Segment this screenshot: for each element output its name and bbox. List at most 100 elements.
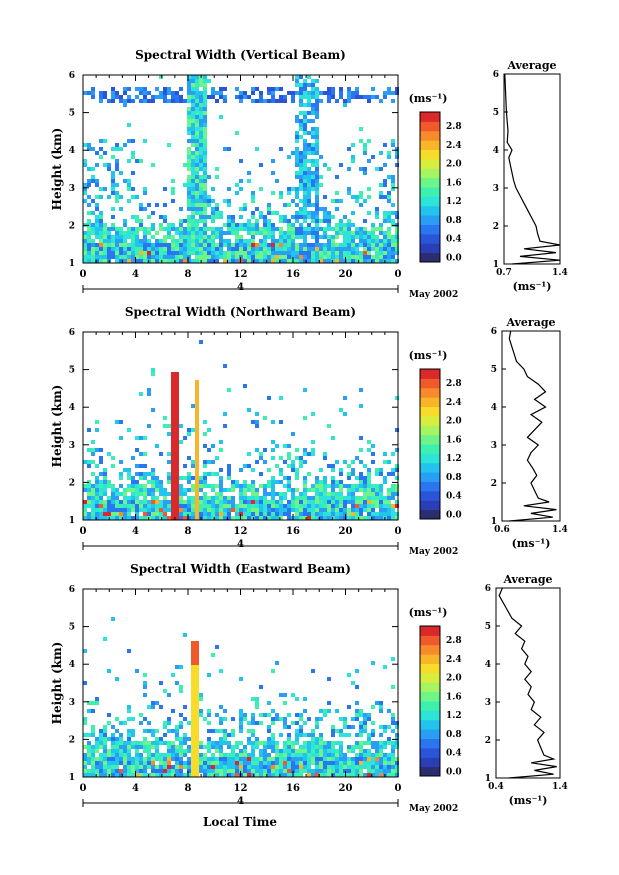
colorbar-swatch — [420, 196, 440, 207]
colorbar-swatch — [420, 644, 440, 655]
y-tick-label: 4 — [69, 660, 75, 670]
month-label: May 2002 — [409, 547, 458, 557]
average-unit: (ms⁻¹) — [509, 794, 548, 807]
colorbar-swatch — [420, 500, 440, 511]
colorbar-swatch — [420, 444, 440, 454]
colorbar-swatch — [420, 224, 440, 235]
y-tick-label: 1 — [69, 516, 75, 526]
colorbar-frame — [419, 111, 441, 263]
average-y-tick-label: 6 — [485, 584, 491, 594]
colorbar-swatch — [420, 472, 440, 482]
colorbar-swatch — [420, 738, 440, 749]
average-y-tick-label: 3 — [491, 441, 497, 451]
average-profile: Average 1 2 3 4 5 6 0.4 1.4 (ms⁻¹) — [485, 573, 568, 807]
day-label: 4 — [237, 796, 244, 807]
colorbar-swatch — [420, 747, 440, 758]
heatmap — [83, 617, 399, 777]
y-tick-label: 3 — [69, 441, 75, 451]
average-frame — [501, 330, 561, 522]
colorbar-swatch — [420, 387, 440, 398]
colorbar-swatch — [420, 378, 440, 389]
average-title: Average — [506, 59, 556, 72]
average-line — [498, 587, 557, 779]
colorbar-swatch — [420, 205, 440, 216]
colorbar-tick-label: 2.8 — [446, 122, 462, 132]
colorbar-tick-label: 2.4 — [446, 398, 462, 408]
colorbar-tick-label: 2.8 — [446, 636, 462, 646]
day-label: 4 — [237, 539, 244, 550]
colorbar-swatch — [420, 710, 440, 721]
y-tick-label: 5 — [69, 109, 75, 119]
average-y-tick-label: 1 — [491, 517, 497, 527]
average-x-tick-label: 0.6 — [494, 525, 510, 535]
colorbar-swatch — [420, 121, 440, 132]
colorbar-swatch — [420, 149, 440, 160]
y-tick-label: 5 — [69, 366, 75, 376]
panel-3: Spectral Width (Eastward Beam)0 4 8 12 16 20 0… — [50, 562, 568, 814]
colorbar-tick-label: 0.4 — [446, 492, 462, 502]
y-tick-label: 2 — [69, 221, 75, 231]
colorbar-unit: (ms⁻¹) — [409, 606, 448, 619]
x-axis-label: Local Time — [203, 815, 277, 829]
average-frame — [495, 587, 561, 779]
colorbar-swatch — [420, 415, 440, 426]
average-y-tick-label: 2 — [485, 736, 491, 746]
colorbar-tick-label: 1.6 — [446, 178, 462, 188]
colorbar-swatch — [420, 635, 440, 646]
colorbar-tick-label: 0.0 — [446, 253, 462, 263]
y-tick-label: 6 — [69, 71, 75, 81]
y-tick-label: 2 — [69, 735, 75, 745]
colorbar-swatch — [420, 187, 440, 197]
y-tick-label: 4 — [69, 146, 75, 156]
colorbar-swatch — [420, 158, 440, 169]
colorbar-swatch — [420, 168, 440, 179]
colorbar-tick-label: 0.8 — [446, 216, 462, 226]
colorbar-swatch — [420, 462, 440, 473]
chart-title: Spectral Width (Vertical Beam) — [135, 48, 346, 62]
colorbar-swatch — [420, 766, 440, 777]
colorbar-swatch — [420, 729, 440, 739]
colorbar-tick-label: 2.0 — [446, 674, 462, 684]
average-y-tick-label: 5 — [491, 365, 497, 375]
average-x-tick-label: 1.4 — [552, 268, 568, 278]
x-tick-label: 4 — [132, 526, 139, 537]
average-title: Average — [505, 316, 555, 329]
day-label: 4 — [237, 282, 244, 293]
month-label: May 2002 — [409, 290, 458, 300]
colorbar-unit: (ms⁻¹) — [409, 349, 448, 362]
x-tick-label: 4 — [132, 269, 139, 280]
average-y-tick-label: 5 — [485, 622, 491, 632]
colorbar-tick-label: 2.0 — [446, 417, 462, 427]
average-x-tick-label: 1.4 — [552, 782, 568, 792]
average-y-tick-label: 6 — [493, 70, 499, 80]
y-axis-label: Height (km) — [50, 128, 64, 211]
y-axis-label: Height (km) — [50, 642, 64, 725]
colorbar-tick-label: 2.4 — [446, 655, 462, 665]
x-tick-label: 8 — [185, 526, 192, 537]
x-tick-label: 20 — [339, 269, 353, 280]
panel-1: Spectral Width (Vertical Beam)0 4 8 12 16 20 0… — [50, 48, 568, 300]
colorbar-swatch — [420, 140, 440, 150]
average-x-tick-label: 1.4 — [552, 525, 568, 535]
average-x-tick-label: 0.4 — [488, 782, 504, 792]
colorbar-swatch — [420, 481, 440, 492]
average-profile: Average 1 2 3 4 5 6 0.7 1.4(ms⁻¹) — [493, 59, 568, 293]
average-profile: Average 1 2 3 4 5 6 0.6 1.4(ms⁻¹) — [491, 316, 568, 550]
colorbar-swatch — [420, 682, 440, 693]
x-tick-label: 0 — [395, 526, 402, 537]
colorbar-swatch — [420, 672, 440, 683]
x-tick-label: 4 — [132, 783, 139, 794]
average-unit: (ms⁻¹) — [513, 280, 552, 293]
colorbar-swatch — [420, 663, 440, 674]
average-line — [504, 73, 561, 265]
y-axis-label: Height (km) — [50, 385, 64, 468]
colorbar-tick-label: 0.0 — [446, 510, 462, 520]
x-tick-label: 0 — [395, 783, 402, 794]
colorbar-tick-label: 2.4 — [446, 141, 462, 151]
x-tick-label: 0 — [80, 783, 87, 794]
colorbar-tick-label: 0.4 — [446, 235, 462, 245]
colorbar-swatch — [420, 509, 440, 520]
colorbar-tick-label: 0.0 — [446, 767, 462, 777]
x-tick-label: 20 — [339, 783, 353, 794]
colorbar-swatch — [420, 434, 440, 445]
